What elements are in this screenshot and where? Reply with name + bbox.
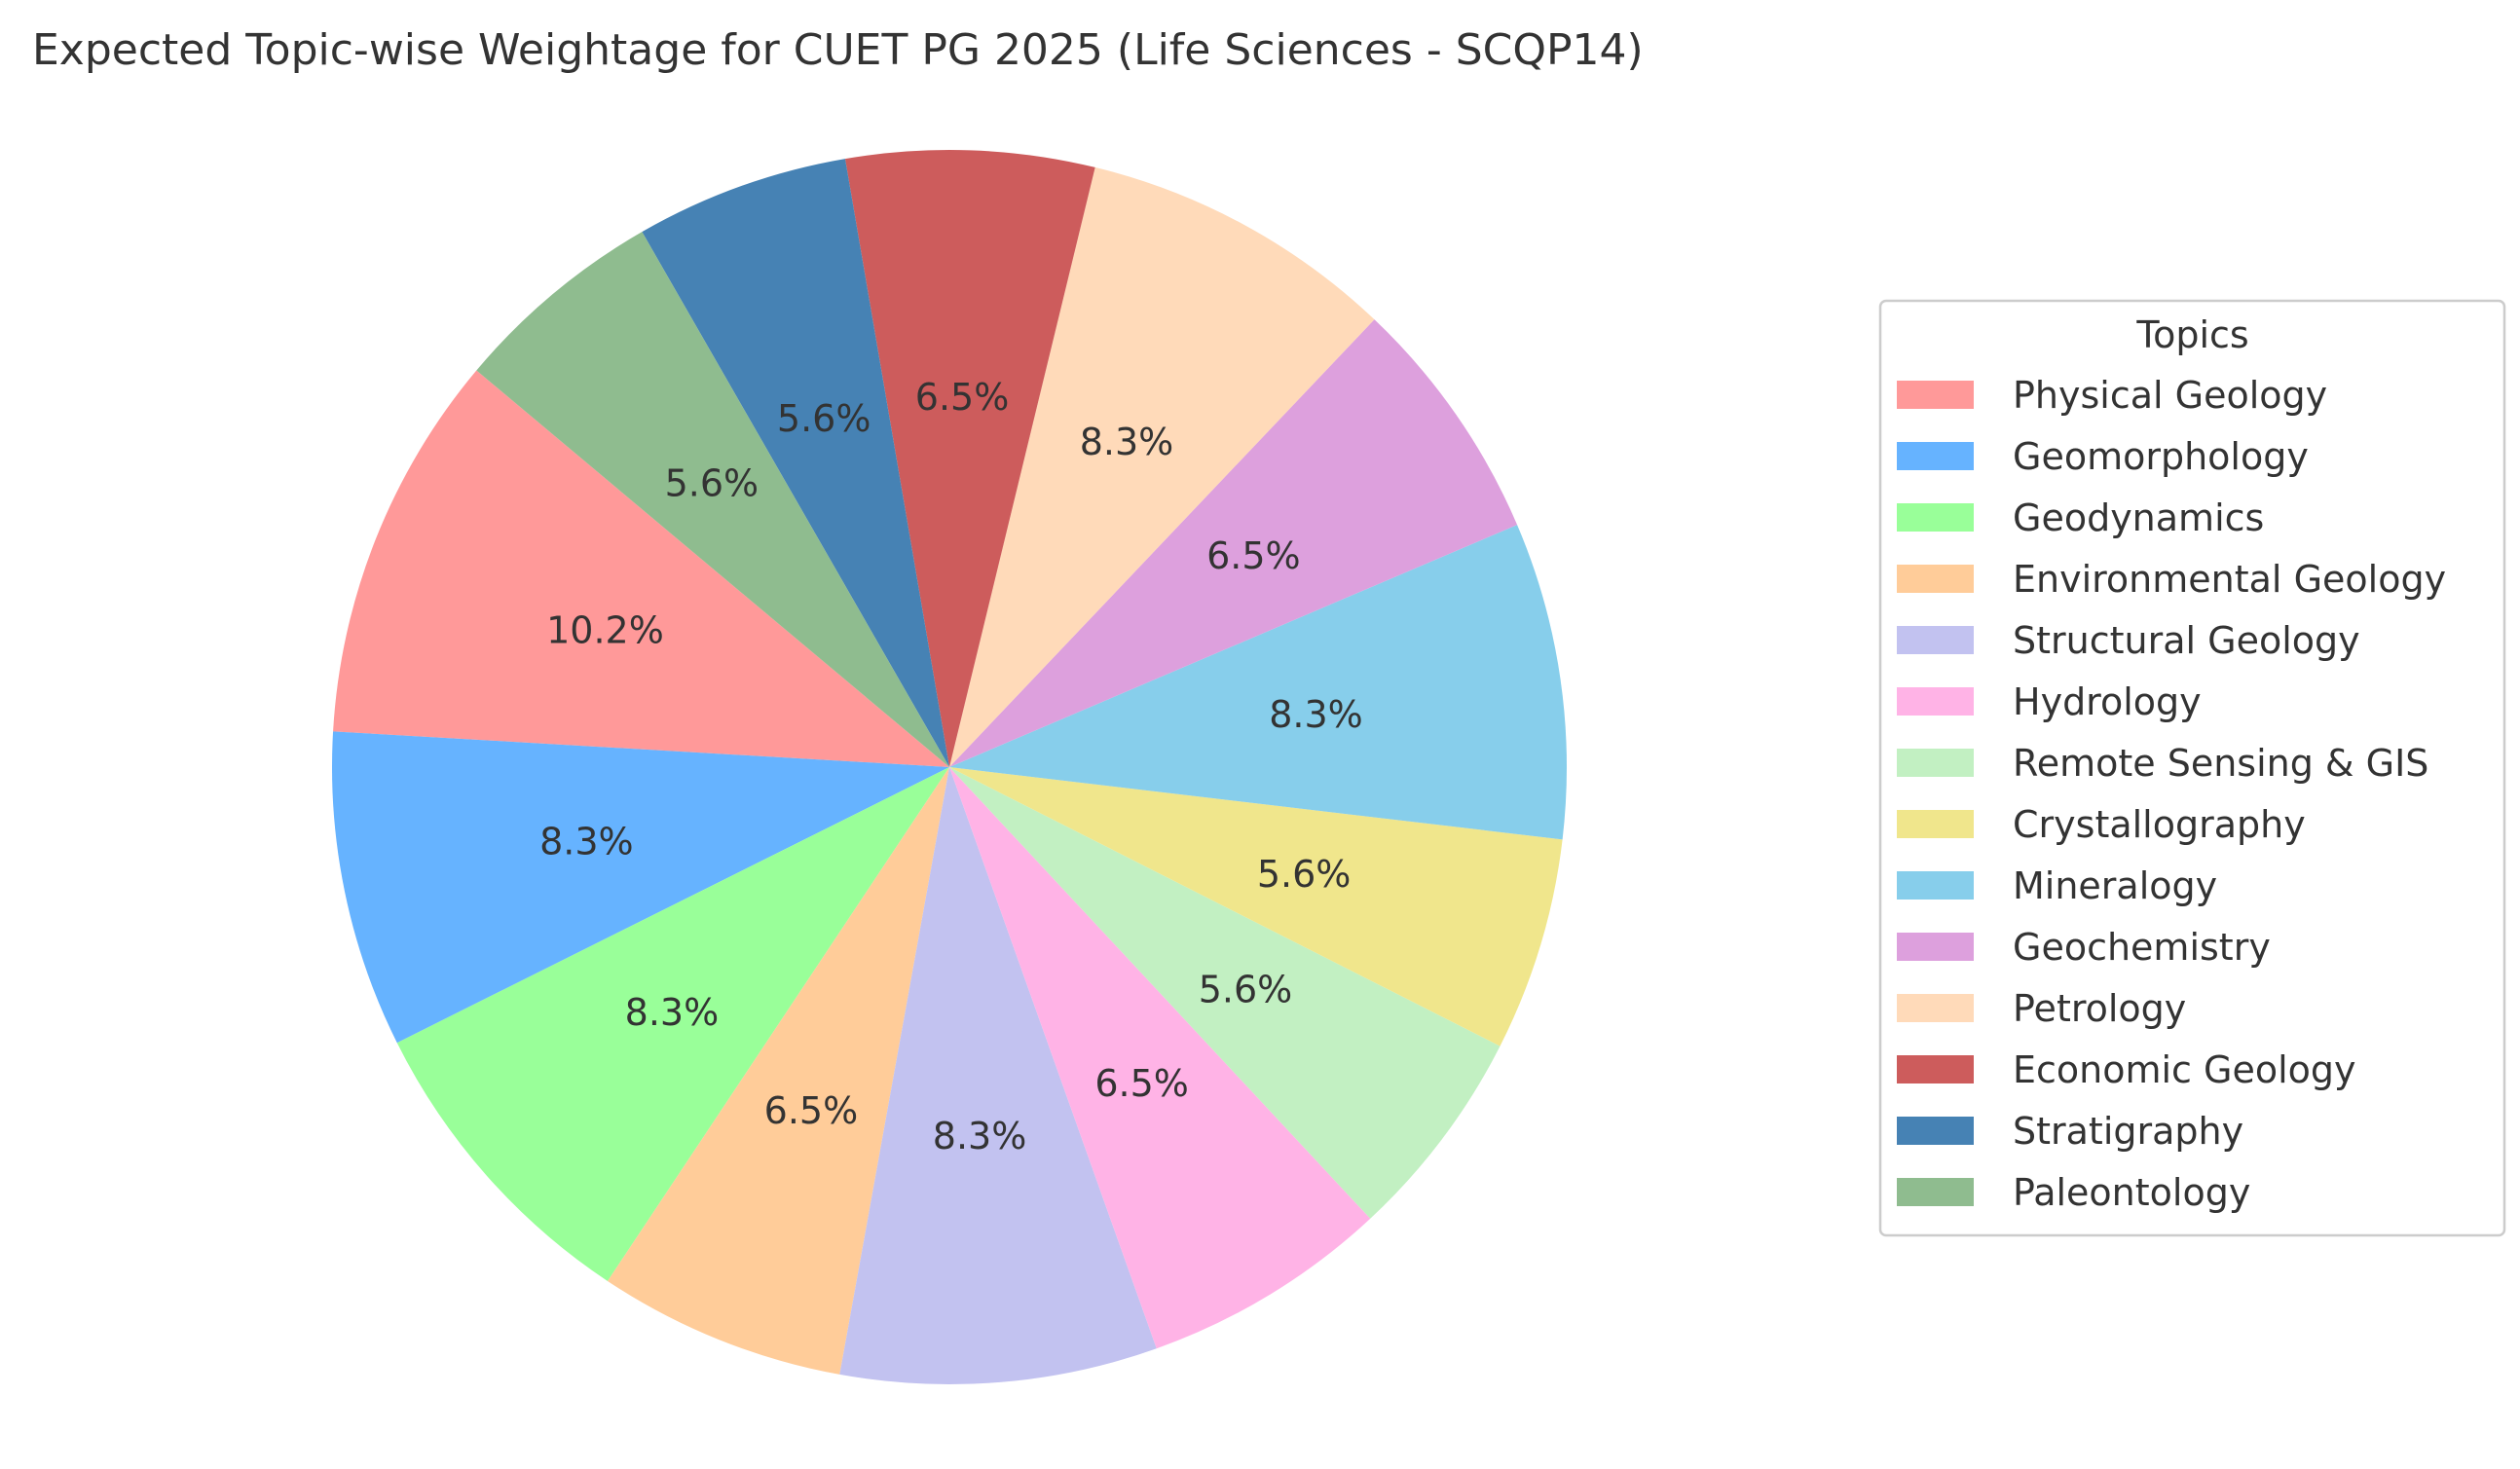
pie-slice-economic-geology xyxy=(844,150,1095,768)
slice-percent-label: 6.5% xyxy=(1206,534,1301,577)
slice-percent-label: 8.3% xyxy=(1080,421,1174,463)
chart-title: Expected Topic-wise Weightage for CUET P… xyxy=(32,25,1644,75)
slice-percent-label: 5.6% xyxy=(1199,969,1293,1011)
pie-slice-geodynamics xyxy=(396,767,949,1281)
pie-slice-environmental-geology xyxy=(607,767,949,1375)
legend-label: Crystallography xyxy=(2013,803,2306,846)
pie-slice-crystallography xyxy=(949,767,1563,1047)
pie-slice-petrology xyxy=(949,166,1375,767)
slice-percent-label: 8.3% xyxy=(933,1115,1027,1157)
legend-swatch xyxy=(1897,565,1974,593)
legend-swatch xyxy=(1897,994,1974,1022)
legend-label: Paleontology xyxy=(2013,1171,2250,1214)
legend-label: Economic Geology xyxy=(2013,1048,2356,1091)
legend-swatch xyxy=(1897,381,1974,409)
pie-slice-physical-geology xyxy=(333,370,949,767)
legend-label: Stratigraphy xyxy=(2013,1110,2243,1153)
legend-label: Physical Geology xyxy=(2013,374,2327,417)
pie-slice-stratigraphy xyxy=(642,159,949,767)
slice-percent-label: 5.6% xyxy=(777,397,871,440)
legend-swatch xyxy=(1897,1055,1974,1083)
slice-percent-label: 6.5% xyxy=(1094,1062,1189,1105)
pie-slice-hydrology xyxy=(949,767,1371,1349)
legend-label: Environmental Geology xyxy=(2013,558,2446,601)
slice-percent-label: 6.5% xyxy=(764,1089,859,1132)
slice-percent-label: 8.3% xyxy=(625,991,720,1034)
legend-label: Structural Geology xyxy=(2013,619,2360,662)
legend-swatch xyxy=(1897,503,1974,532)
legend-label: Hydrology xyxy=(2013,680,2202,723)
slice-percent-label: 8.3% xyxy=(539,821,634,863)
pie-slice-structural-geology xyxy=(839,767,1157,1384)
pie-labels: 10.2% 8.3% 8.3% 6.5% 8.3% 6.5% 5.6% 5.6% 8.3% 6.5… xyxy=(539,376,1363,1157)
pie-slices xyxy=(332,150,1568,1384)
legend-label: Geodynamics xyxy=(2013,496,2264,539)
pie-slice-geochemistry xyxy=(949,319,1518,767)
slice-percent-label: 8.3% xyxy=(1269,693,1363,736)
legend-swatch xyxy=(1897,810,1974,838)
slice-percent-label: 5.6% xyxy=(665,461,760,504)
legend-swatch xyxy=(1897,687,1974,716)
legend-swatch xyxy=(1897,749,1974,777)
legend-label: Geochemistry xyxy=(2013,926,2271,969)
legend-swatch xyxy=(1897,933,1974,961)
legend-swatch xyxy=(1897,871,1974,900)
legend-label: Remote Sensing & GIS xyxy=(2013,742,2428,785)
legend-swatch xyxy=(1897,442,1974,470)
slice-percent-label: 5.6% xyxy=(1257,853,1352,896)
legend-label: Geomorphology xyxy=(2013,435,2309,478)
legend-swatch xyxy=(1897,1117,1974,1145)
pie-slice-geomorphology xyxy=(332,731,949,1044)
pie-slice-mineralogy xyxy=(949,525,1568,840)
legend-title: Topics xyxy=(2135,313,2248,356)
pie-slice-remote-sensing-gis xyxy=(949,767,1501,1219)
slice-percent-label: 6.5% xyxy=(915,376,1010,419)
legend-swatch xyxy=(1897,626,1974,654)
legend: Topics Physical Geology Geomorphology Geod… xyxy=(1878,299,2506,1237)
legend-swatch xyxy=(1897,1178,1974,1206)
pie-slice-paleontology xyxy=(476,232,949,767)
slice-percent-label: 10.2% xyxy=(546,609,664,652)
legend-label: Petrology xyxy=(2013,987,2186,1030)
legend-label: Mineralogy xyxy=(2013,864,2217,907)
legend-frame xyxy=(1878,299,2506,1237)
